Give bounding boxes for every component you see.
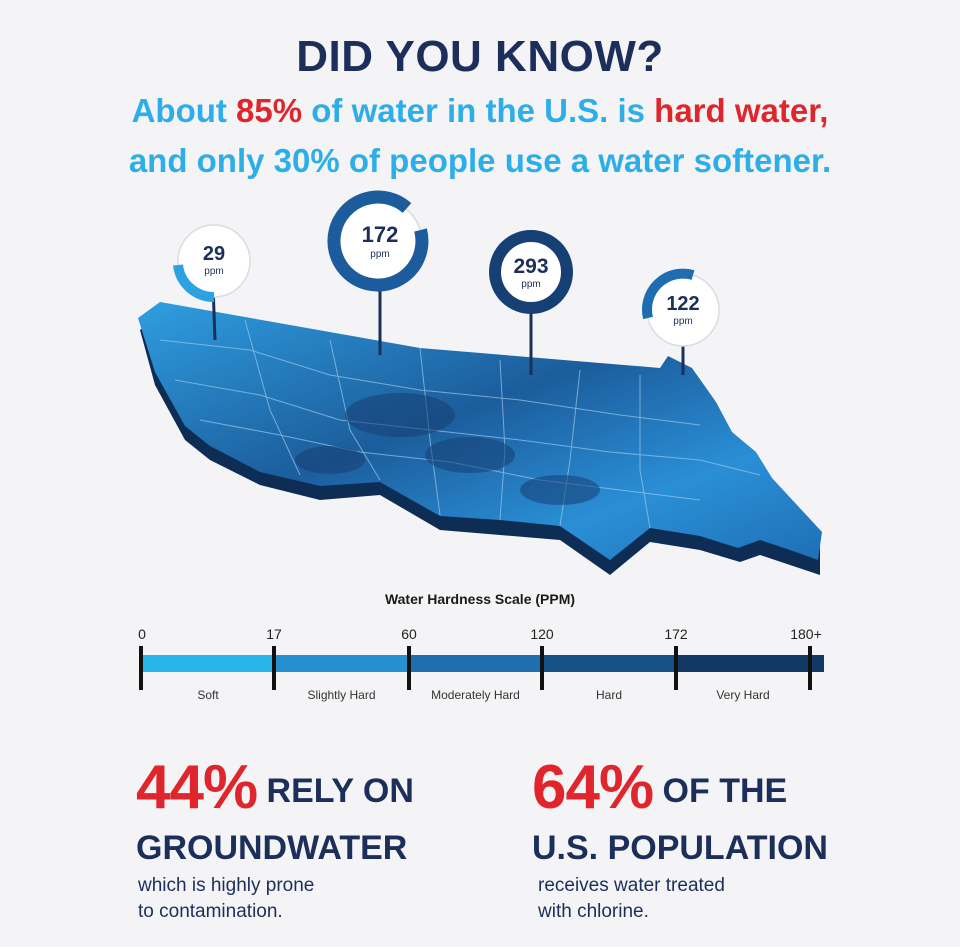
us-water-hardness-map: 29 ppm 172 ppm 293 ppm 122 ppm [138, 190, 822, 575]
scale-label: Soft [197, 688, 219, 702]
chlorine-note-2: with chlorine. [538, 901, 649, 922]
scale-end-cap [814, 655, 824, 672]
groundwater-note-2: to contamination. [138, 901, 283, 922]
groundwater-percent: 44% [136, 753, 258, 822]
scale-label: Very Hard [716, 688, 770, 702]
fact-text-b: of water in the U.S. is [302, 92, 655, 129]
chlorine-heading-a: OF THE [653, 772, 788, 810]
scale-segment-moderately-hard [409, 655, 542, 672]
pin-unit: ppm [204, 266, 223, 277]
scale-divider [674, 646, 678, 690]
groundwater-note-1: which is highly prone [138, 875, 315, 896]
pin-value: 172 [362, 222, 399, 247]
groundwater-stat-heading: 44% RELY ON [136, 757, 414, 819]
scale-segment-very-hard [676, 655, 822, 672]
scale-tick: 172 [664, 626, 688, 642]
pin-value: 122 [666, 293, 699, 315]
pin-172-ppm: 172 ppm [327, 190, 429, 292]
pin-unit: ppm [521, 279, 540, 290]
scale-divider [540, 646, 544, 690]
pin-29-ppm: 29 ppm [173, 224, 251, 303]
scale-segment-slightly-hard [274, 655, 409, 672]
chlorine-percent: 64% [532, 753, 654, 822]
hard-water-fact: About 85% of water in the U.S. is hard w… [0, 92, 960, 130]
pin-unit: ppm [673, 316, 692, 327]
chlorine-heading-b: U.S. POPULATION [532, 829, 828, 867]
scale-divider [808, 646, 812, 690]
pin-ring [642, 268, 695, 320]
us-map-shape [138, 302, 822, 575]
pin-ring [489, 230, 573, 314]
softener-fact: and only 30% of people use a water softe… [128, 142, 832, 179]
fact-percent: 85% [236, 92, 303, 129]
chlorine-note-1: receives water treated [538, 875, 725, 896]
groundwater-heading-b: GROUNDWATER [136, 829, 408, 867]
scale-tick: 0 [138, 626, 146, 642]
pin-ring [327, 190, 429, 292]
scale-tick: 17 [266, 626, 282, 642]
scale-tick: 60 [401, 626, 417, 642]
pin-293-ppm: 293 ppm [489, 230, 573, 314]
fact-hard-water: hard water, [654, 92, 829, 129]
pin-value: 29 [203, 243, 225, 265]
scale-label: Slightly Hard [307, 688, 376, 702]
pin-ring [173, 264, 215, 303]
scale-tick: 180+ [790, 626, 822, 642]
scale-title: Water Hardness Scale (PPM) [384, 591, 576, 607]
fact-text-a: About [131, 92, 237, 129]
scale-divider [139, 646, 143, 690]
scale-tick: 120 [530, 626, 554, 642]
groundwater-heading-a: RELY ON [257, 772, 414, 810]
scale-label: Moderately Hard [431, 688, 520, 702]
scale-segment-hard [542, 655, 676, 672]
scale-divider [272, 646, 276, 690]
chlorine-stat-heading: 64% OF THE [532, 757, 788, 819]
pin-unit: ppm [370, 249, 389, 260]
scale-divider [407, 646, 411, 690]
pin-value: 293 [513, 255, 548, 278]
page-title: DID YOU KNOW? [296, 32, 664, 81]
scale-segment-soft [142, 655, 274, 672]
scale-label: Hard [595, 688, 622, 702]
pin-122-ppm: 122 ppm [642, 268, 720, 347]
